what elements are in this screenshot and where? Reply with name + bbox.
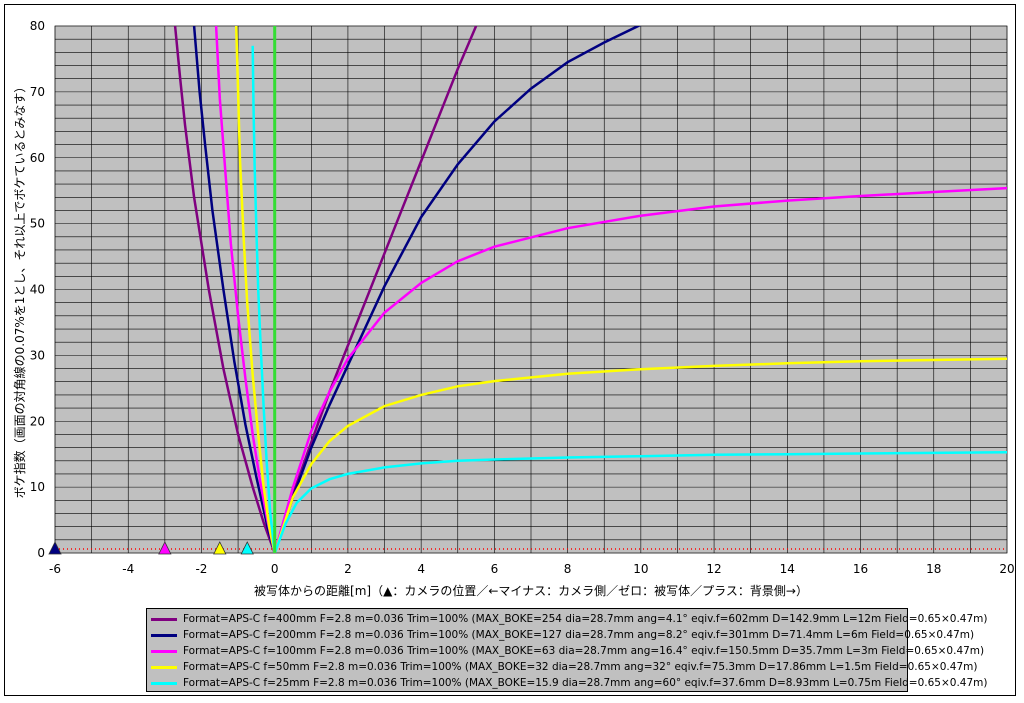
- legend: Format=APS-C f=400mm F=2.8 m=0.036 Trim=…: [146, 608, 987, 692]
- y-tick-label: 0: [37, 546, 45, 560]
- legend-item: Format=APS-C f=400mm F=2.8 m=0.036 Trim=…: [151, 611, 987, 627]
- legend-item: Format=APS-C f=100mm F=2.8 m=0.036 Trim=…: [151, 643, 984, 659]
- x-tick-label: -2: [195, 562, 207, 576]
- camera-marker-5: [240, 541, 254, 555]
- legend-label: Format=APS-C f=100mm F=2.8 m=0.036 Trim=…: [183, 645, 985, 657]
- legend-swatch: [151, 681, 177, 685]
- legend-swatch: [151, 649, 177, 653]
- x-tick-label: 10: [633, 562, 648, 576]
- legend-label: Format=APS-C f=200mm F=2.8 m=0.036 Trim=…: [183, 629, 975, 641]
- series-3-near-line: [214, 26, 276, 553]
- series-5-near-line: [251, 45, 276, 553]
- camera-marker-4: [213, 541, 227, 555]
- legend-label: Format=APS-C f=25mm F=2.8 m=0.036 Trim=1…: [183, 677, 988, 689]
- x-tick-label: 4: [417, 562, 425, 576]
- series-lines: [173, 26, 1007, 553]
- x-tick-label: 20: [999, 562, 1014, 576]
- legend-item: Format=APS-C f=25mm F=2.8 m=0.036 Trim=1…: [151, 675, 987, 691]
- legend-label: Format=APS-C f=400mm F=2.8 m=0.036 Trim=…: [183, 613, 988, 625]
- x-tick-label: -4: [122, 562, 134, 576]
- legend-item: Format=APS-C f=200mm F=2.8 m=0.036 Trim=…: [151, 627, 974, 643]
- legend-item: Format=APS-C f=50mm F=2.8 m=0.036 Trim=1…: [151, 659, 977, 675]
- legend-swatch: [151, 665, 177, 669]
- y-tick-label: 80: [30, 19, 45, 33]
- y-tick-label: 40: [30, 283, 45, 297]
- series-1-near-line: [173, 26, 276, 553]
- x-tick-label: 18: [926, 562, 941, 576]
- x-tick-label: 0: [271, 562, 279, 576]
- y-axis-title: ボケ指数（画面の対角線の0.07%を1とし、それ以上でボケているとみなす）: [12, 81, 27, 499]
- series-4-near-line: [234, 26, 276, 553]
- x-tick-label: 6: [491, 562, 499, 576]
- y-tick-label: 20: [30, 414, 45, 428]
- x-tick-label: 2: [344, 562, 352, 576]
- legend-swatch: [151, 633, 177, 637]
- x-tick-label: -6: [49, 562, 61, 576]
- series-2-far-line: [273, 26, 642, 553]
- legend-label: Format=APS-C f=50mm F=2.8 m=0.036 Trim=1…: [183, 661, 978, 673]
- legend-swatch: [151, 617, 177, 621]
- camera-marker-3: [158, 541, 172, 555]
- x-tick-label: 12: [706, 562, 721, 576]
- x-axis-title: 被写体からの距離[m]（▲：カメラの位置／←マイナス：カメラ側／ゼロ：被写体／プ…: [254, 583, 808, 598]
- y-tick-label: 30: [30, 348, 45, 362]
- camera-marker-2: [48, 541, 62, 555]
- series-4-far-line: [273, 357, 1007, 553]
- x-tick-label: 8: [564, 562, 572, 576]
- series-2-near-line: [192, 26, 276, 553]
- y-tick-label: 70: [30, 85, 45, 99]
- series-3-far-line: [273, 186, 1007, 553]
- y-tick-label: 10: [30, 480, 45, 494]
- grid-lines: [54, 25, 1008, 554]
- series-5-far-line: [273, 450, 1007, 553]
- x-tick-label: 14: [780, 562, 795, 576]
- y-tick-label: 60: [30, 151, 45, 165]
- y-tick-label: 50: [30, 217, 45, 231]
- x-tick-label: 16: [853, 562, 868, 576]
